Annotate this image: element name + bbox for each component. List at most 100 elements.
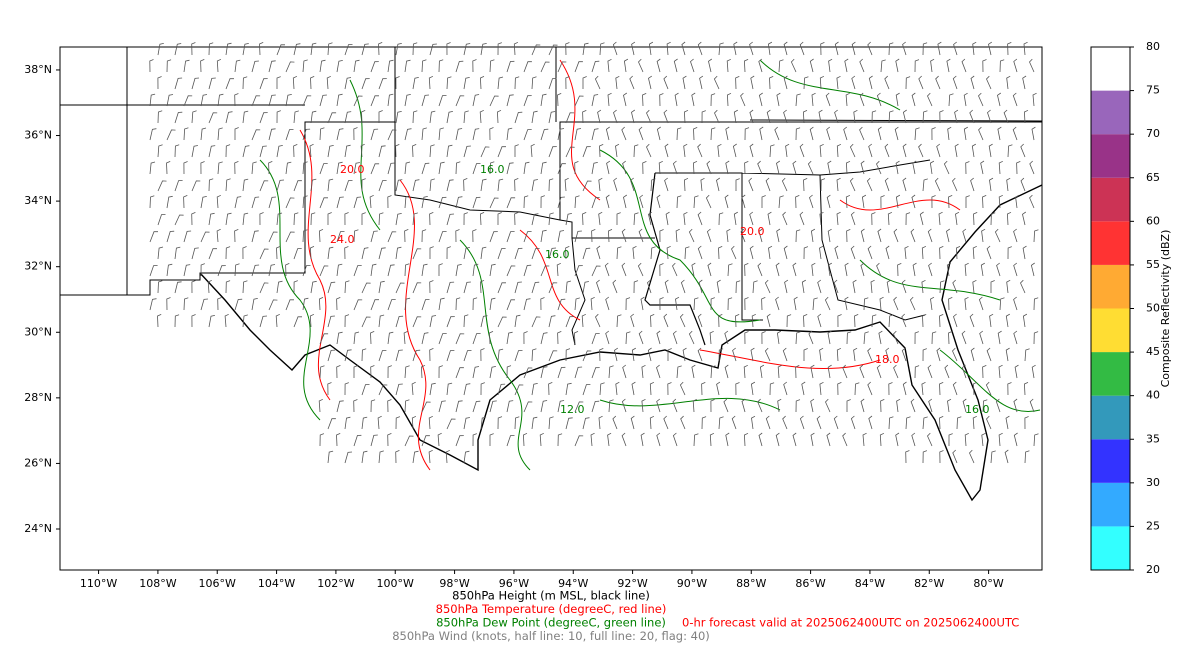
- wind-barb: [633, 144, 639, 158]
- wind-barb: [191, 110, 197, 124]
- wind-barb: [648, 41, 654, 56]
- wind-barb: [943, 160, 950, 175]
- wind-barb: [361, 348, 367, 362]
- colorbar-tick-label: 20: [1146, 563, 1160, 576]
- wind-barb: [438, 127, 444, 141]
- wind-barb: [496, 109, 502, 124]
- wind-barb: [735, 76, 740, 90]
- wind-barb: [884, 75, 890, 90]
- wind-barb: [985, 381, 992, 396]
- wind-barb: [836, 75, 841, 90]
- wind-barb: [936, 143, 941, 158]
- wind-barb: [336, 365, 341, 379]
- wind-barb: [429, 144, 435, 158]
- wind-barb: [157, 280, 163, 294]
- wind-barb: [565, 146, 575, 158]
- wind-barb: [157, 214, 166, 226]
- wind-barb: [878, 330, 883, 345]
- wind-barb: [582, 212, 587, 226]
- wind-barb: [497, 416, 503, 430]
- lon-label: 110°W: [80, 577, 117, 590]
- wind-barb: [540, 195, 545, 209]
- wind-barb: [574, 435, 584, 447]
- wind-barb: [429, 246, 434, 259]
- wind-barb: [642, 93, 647, 107]
- colorbar-bin: [1091, 90, 1130, 135]
- wind-barb: [472, 163, 481, 175]
- wind-barb: [990, 450, 996, 464]
- wind-barb: [344, 349, 352, 362]
- wind-barb: [836, 211, 841, 226]
- wind-barb: [166, 297, 171, 311]
- wind-barb: [851, 41, 856, 56]
- wind-barb: [911, 194, 916, 209]
- wind-barb: [876, 262, 882, 277]
- wind-barb: [318, 228, 324, 243]
- wind-barb: [710, 297, 715, 311]
- wind-barb: [540, 400, 548, 413]
- wind-barb: [750, 75, 755, 90]
- wind-barb: [157, 144, 163, 158]
- contour-label: 16.0: [480, 163, 505, 176]
- wind-barb: [489, 95, 499, 107]
- wind-barb: [998, 160, 1003, 175]
- wind-barb: [850, 245, 856, 260]
- wind-barb: [962, 398, 967, 413]
- wind-barb: [565, 280, 572, 294]
- wind-barb: [149, 59, 154, 73]
- wind-barb: [675, 228, 680, 243]
- wind-barb: [859, 126, 865, 141]
- wind-barb: [709, 330, 714, 345]
- wind-barb: [880, 195, 885, 209]
- wind-barb: [259, 180, 269, 192]
- wind-barb: [701, 416, 707, 430]
- wind-barb: [1031, 126, 1036, 141]
- wind-barb: [540, 229, 547, 243]
- wind-barb: [735, 314, 740, 328]
- wind-barb: [1033, 229, 1039, 243]
- wind-barb: [947, 126, 952, 141]
- wind-barb: [708, 58, 713, 73]
- wind-barb: [251, 95, 261, 107]
- wind-barb: [489, 366, 496, 379]
- wind-barb: [936, 347, 941, 362]
- wind-barb: [336, 161, 343, 175]
- wind-barb: [819, 245, 824, 260]
- wind-barb: [591, 400, 600, 413]
- wind-barb: [803, 178, 808, 192]
- wind-barb: [663, 75, 669, 90]
- wind-barb: [606, 160, 611, 175]
- lon-label: 94°W: [558, 577, 588, 590]
- wind-barb: [744, 263, 749, 277]
- labels: 24°N 26°N 28°N 30°N 32°N 34°N 36°N 38°N 110°W 108…: [24, 40, 1172, 643]
- wind-barb: [679, 313, 686, 328]
- wind-barb: [615, 75, 620, 90]
- wind-barb: [884, 143, 890, 158]
- wind-barb: [1012, 126, 1018, 141]
- contour-label: 20.0: [740, 225, 765, 238]
- wind-barb: [191, 77, 200, 90]
- map-frame: [59, 46, 1043, 571]
- wind-barb: [302, 59, 308, 73]
- wind-barb: [353, 265, 362, 277]
- wind-barb: [973, 212, 978, 226]
- wind-barb: [846, 399, 851, 412]
- wind-barb: [438, 161, 445, 175]
- colorbar-bin: [1091, 47, 1130, 91]
- wind-barb: [378, 314, 385, 328]
- wind-barb: [987, 109, 992, 124]
- wind-barb: [309, 313, 315, 328]
- wind-barb: [438, 297, 445, 311]
- wind-barb: [854, 314, 859, 328]
- wind-barb: [656, 364, 661, 379]
- wind-barb: [922, 348, 927, 362]
- wind-barb: [429, 178, 435, 192]
- wind-barb: [837, 382, 842, 396]
- wind-barb: [242, 280, 248, 294]
- wind-barb: [565, 112, 575, 124]
- wind-barb: [777, 364, 782, 379]
- wind-barb: [962, 228, 967, 243]
- wind-barb: [718, 416, 724, 430]
- wind-barb: [438, 400, 446, 413]
- wind-barb: [659, 93, 664, 107]
